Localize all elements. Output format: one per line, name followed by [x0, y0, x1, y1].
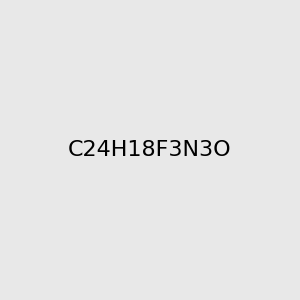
Text: C24H18F3N3O: C24H18F3N3O	[68, 140, 232, 160]
